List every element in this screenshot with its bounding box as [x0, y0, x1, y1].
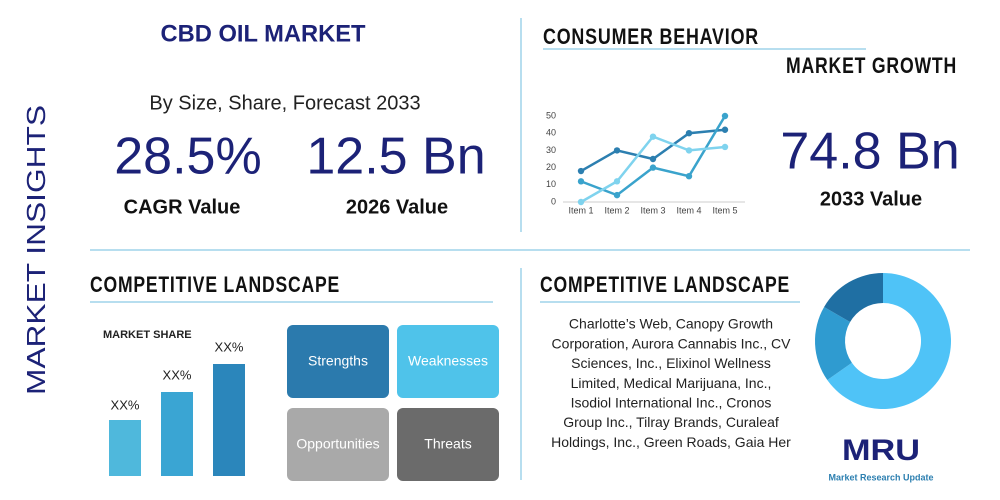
x-tick-label: Item 2 — [604, 205, 629, 215]
point — [721, 126, 729, 133]
point — [649, 133, 657, 140]
player-line: Isodiol International Inc., Cronos — [571, 395, 772, 411]
player-line: Holdings, Inc., Green Roads, Gaia Her — [551, 434, 791, 450]
bar-label: XX% — [215, 339, 244, 354]
title: CBD OIL MARKET — [161, 20, 366, 47]
point — [613, 191, 621, 199]
point — [685, 147, 693, 154]
point — [613, 147, 621, 154]
y-tick-label: 50 — [546, 110, 556, 120]
market-share-label: MARKET SHARE — [103, 329, 192, 341]
logo-mark: MRU — [842, 434, 920, 467]
share-bar — [161, 392, 193, 476]
section-title: CONSUMER BEHAVIOR — [543, 24, 759, 49]
logo-name: Market Research Update — [828, 472, 933, 482]
swot-label: Opportunities — [296, 436, 379, 452]
stat-label: CAGR Value — [124, 196, 241, 218]
player-list: Charlotte’s Web, Canopy Growth Corporatio… — [551, 316, 791, 450]
point — [613, 178, 621, 185]
x-tick-label: Item 3 — [640, 205, 665, 215]
stat-value: 12.5 Bn — [306, 128, 485, 186]
y-tick-label: 30 — [546, 145, 556, 155]
swot-box — [397, 325, 499, 398]
share-bar — [213, 364, 245, 476]
x-tick-label: Item 4 — [676, 205, 701, 215]
stat-label: 2026 Value — [346, 196, 448, 218]
point — [685, 130, 693, 137]
point — [721, 143, 729, 151]
bar-label: XX% — [163, 367, 192, 382]
point — [577, 198, 585, 206]
section-title: COMPETITIVE LANDSCAPE — [90, 272, 340, 297]
y-tick-label: 10 — [546, 179, 556, 189]
stat-label: 2033 Value — [820, 188, 922, 210]
swot-label: Weaknesses — [408, 353, 488, 369]
player-line: Limited, Medical Marijuana, Inc., — [571, 375, 772, 391]
donut-segment — [824, 273, 883, 322]
point — [721, 112, 729, 120]
point — [649, 155, 657, 163]
series-line — [580, 115, 727, 197]
point — [577, 167, 585, 175]
subtitle: By Size, Share, Forecast 2033 — [149, 92, 420, 114]
player-line: Corporation, Aurora Cannabis Inc., CV — [552, 335, 792, 351]
y-tick-label: 20 — [546, 162, 556, 172]
player-line: Sciences, Inc., Elixinol Wellness — [571, 355, 771, 371]
stat-value: 28.5% — [114, 128, 261, 186]
point — [577, 178, 585, 185]
player-line: Charlotte’s Web, Canopy Growth — [569, 316, 773, 332]
share-bar — [109, 420, 141, 476]
point — [649, 164, 657, 171]
stat-value: 74.8 Bn — [780, 123, 959, 181]
x-tick-label: Item 1 — [568, 205, 593, 215]
line-chart: 0 10 20 30 40 50 Item 1 Item 2 Item 3 Item 4 Item … — [546, 110, 745, 215]
donut-segment — [827, 273, 952, 410]
bar-label: XX% — [111, 397, 140, 412]
point — [685, 173, 693, 180]
section-subtitle: MARKET GROWTH — [786, 53, 957, 78]
donut-segment — [814, 307, 852, 380]
swot-label: Threats — [424, 436, 471, 452]
swot-box — [287, 408, 389, 481]
swot-label: Strengths — [308, 353, 368, 369]
side-label: MARKET INSIGHTS — [21, 105, 51, 395]
y-tick-label: 0 — [551, 196, 556, 206]
x-tick-label: Item 5 — [712, 205, 737, 215]
player-line: Group Inc., Tilray Brands, Curaleaf — [563, 414, 779, 430]
swot-box — [287, 325, 389, 398]
y-tick-label: 40 — [546, 128, 556, 138]
swot-box — [397, 408, 499, 481]
section-title: COMPETITIVE LANDSCAPE — [540, 272, 790, 297]
